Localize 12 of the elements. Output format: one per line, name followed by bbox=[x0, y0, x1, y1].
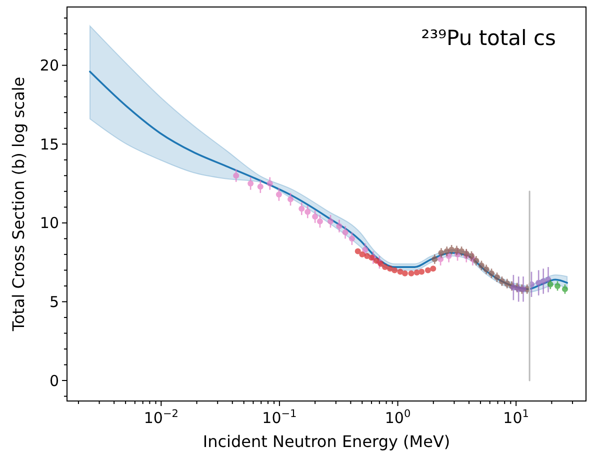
x-tick-label: 10$^{−2}$ bbox=[144, 408, 178, 427]
y-tick-label: 15 bbox=[40, 135, 59, 154]
x-axis-title: Incident Neutron Energy (MeV) bbox=[202, 432, 450, 451]
y-tick-label: 10 bbox=[40, 214, 59, 232]
y-tick-label: 0 bbox=[49, 372, 59, 390]
y-tick-label: 20 bbox=[40, 56, 59, 75]
x-tick-label: 10$^{1}$ bbox=[503, 408, 529, 427]
x-tick-label: 10$^{−1}$ bbox=[262, 408, 297, 427]
text: ²³⁹Pu total cs bbox=[421, 26, 556, 50]
x-tick-label: 10$^{0}$ bbox=[384, 408, 411, 427]
y-tick-label: 5 bbox=[49, 292, 59, 311]
y-axis-title: Total Cross Section (b) log scale bbox=[9, 76, 28, 332]
